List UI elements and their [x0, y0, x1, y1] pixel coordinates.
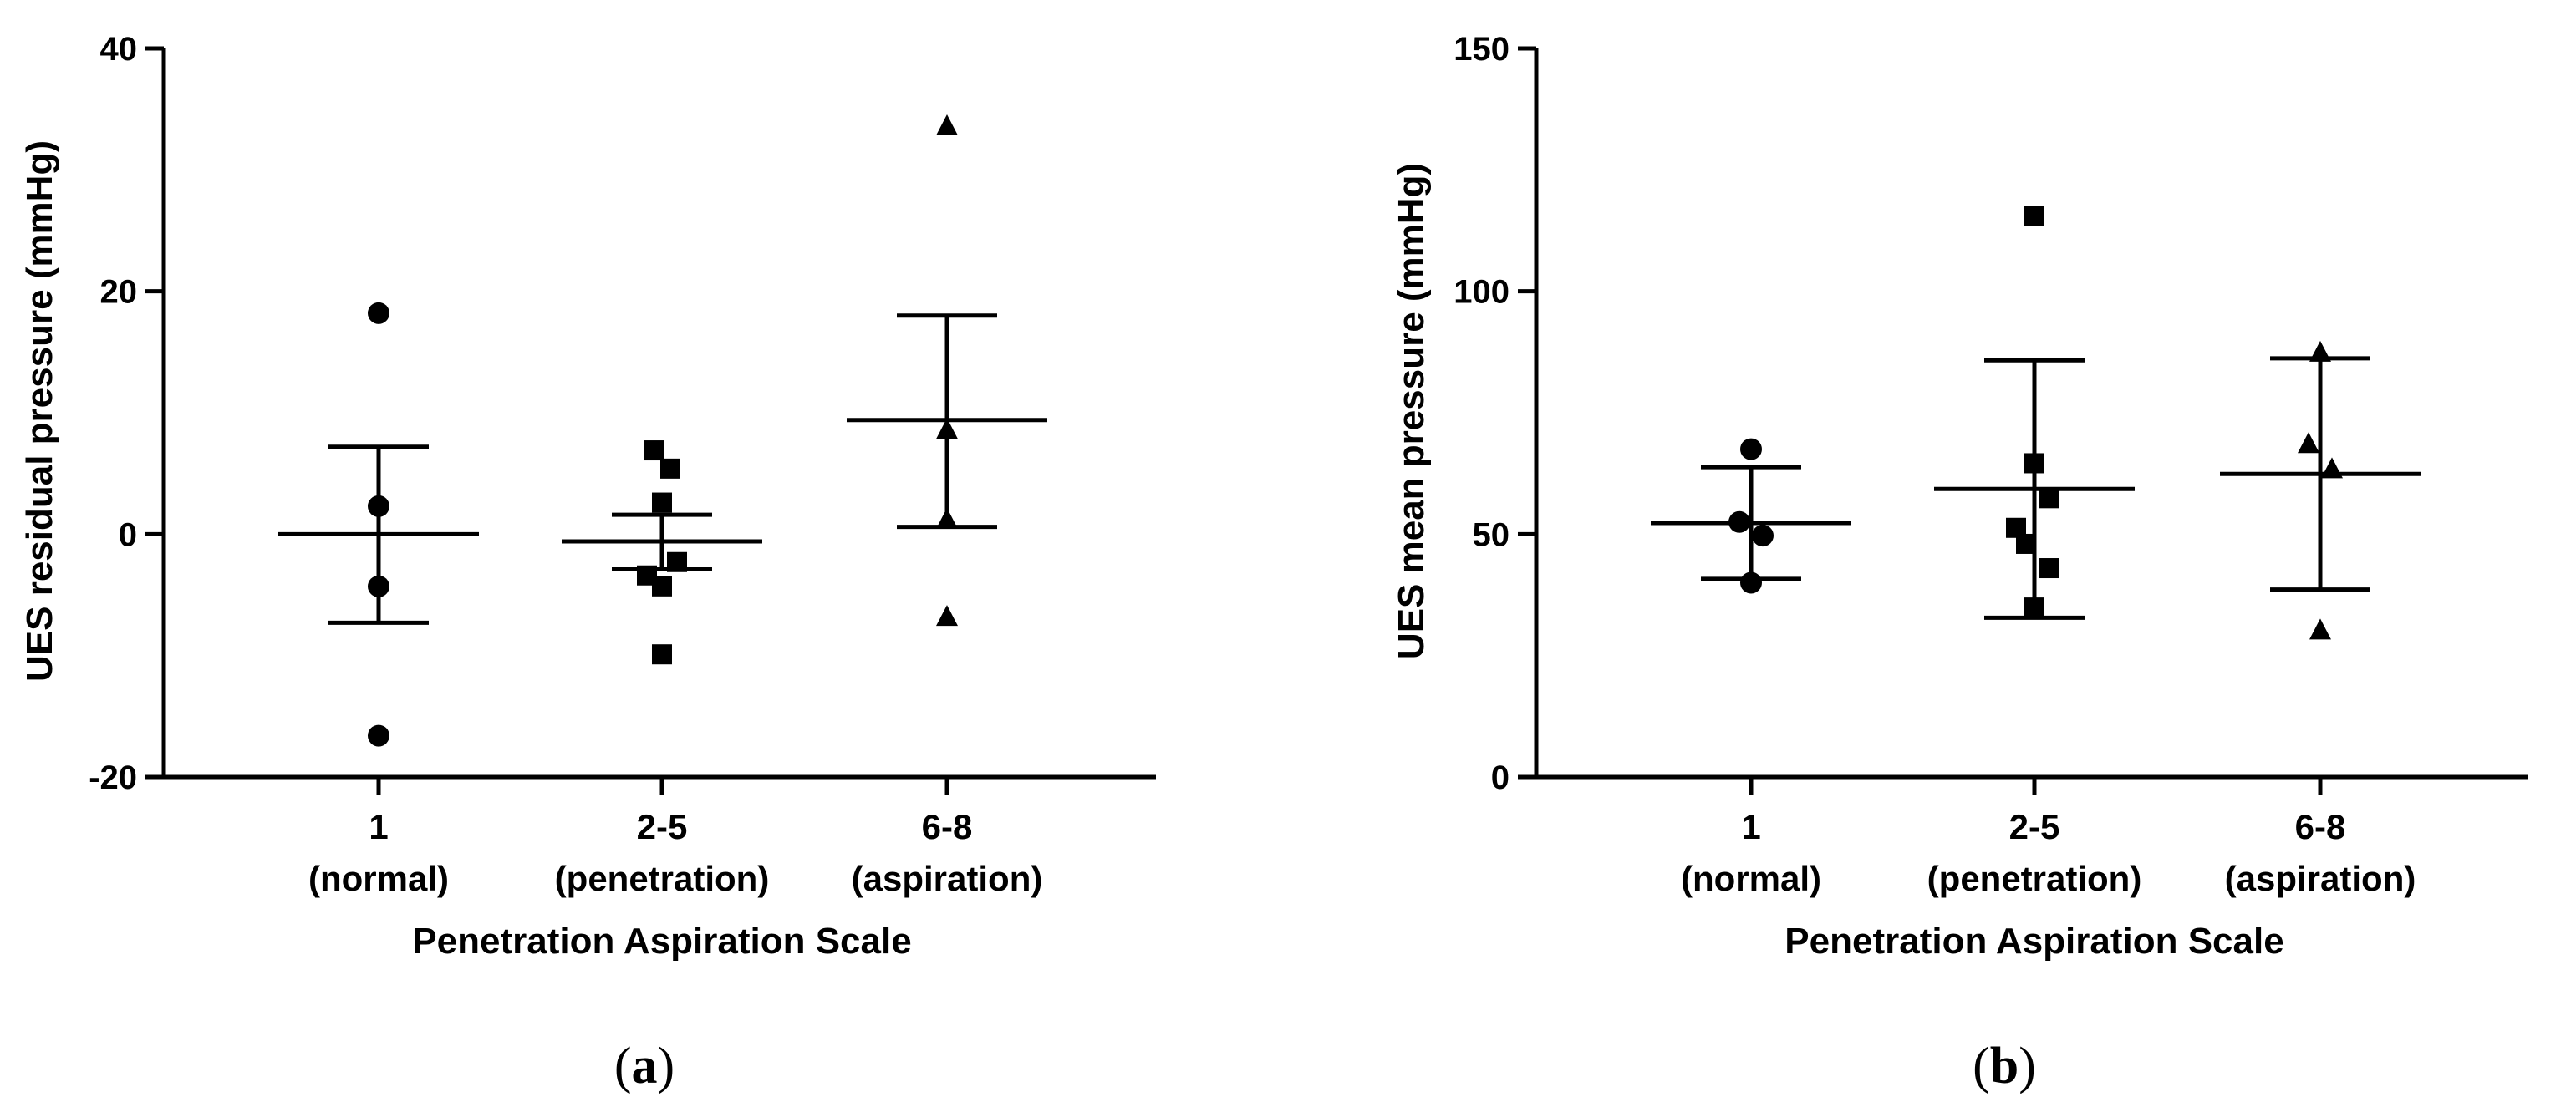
panel-b-category-labels: 1 (normal) 2-5 (penetration) 6-8 (aspiration): [1681, 807, 2416, 898]
panel-a-x-title: Penetration Aspiration Scale: [412, 921, 911, 962]
panel-a-point-square: [644, 440, 664, 461]
panel-a-category-description: (aspiration): [852, 859, 1043, 898]
panel-a-category-number: 6-8: [922, 807, 973, 846]
panel-b-point-square: [2039, 488, 2059, 509]
panel-b: 0 50 100 150 1 (normal) 2-5 (penetration) 6-8 (a…: [1391, 31, 2528, 1094]
panel-b-point-circle: [1740, 571, 1762, 594]
panel-b-point-circle: [1728, 510, 1750, 533]
panel-a-category-description: (penetration): [555, 859, 770, 898]
panel-a-point-square: [667, 551, 687, 572]
panel-b-y-title: UES mean pressure (mmHg): [1391, 163, 1432, 659]
panel-b-letter: b: [1990, 1038, 2019, 1094]
panel-b-y-ticks: 0 50 100 150: [1453, 31, 1536, 796]
panel-b-point-circle: [1740, 438, 1762, 460]
panel-b-point-square: [2016, 533, 2036, 554]
panel-a-point-circle: [368, 575, 389, 597]
panel-b-category-number: 6-8: [2295, 807, 2346, 846]
panel-a-category-number: 2-5: [637, 807, 688, 846]
panel-a-point-circle: [368, 724, 389, 747]
panel-a-point-circle: [368, 302, 389, 324]
panel-a-y-tick-label: 20: [100, 274, 138, 311]
panel-b-point-triangle: [2298, 432, 2319, 454]
panel-a-point-square: [660, 458, 680, 479]
panel-a: -20 0 20 40 1 (normal) 2-5 (penetration) 6-8 (as…: [19, 31, 1156, 1094]
panel-a-point-triangle: [936, 114, 958, 136]
panel-a-point-square: [652, 576, 672, 597]
panel-a-point-circle: [368, 495, 389, 517]
panel-a-point-square: [652, 644, 672, 665]
panel-a-y-title: UES residual pressure (mmHg): [19, 140, 60, 682]
panel-a-markers: [368, 114, 958, 747]
panel-b-category-description: (aspiration): [2225, 859, 2416, 898]
panel-a-y-tick-label: -20: [89, 759, 137, 796]
panel-b-x-title: Penetration Aspiration Scale: [1784, 921, 2283, 962]
panel-b-point-triangle: [2309, 340, 2331, 362]
panel-b-y-tick-label: 150: [1453, 31, 1509, 68]
panel-a-y-tick-label: 0: [119, 516, 137, 553]
panel-a-label: (a): [614, 1038, 675, 1094]
panel-b-markers: [1728, 206, 2343, 640]
panel-b-y-tick-label: 50: [1473, 516, 1510, 553]
panel-a-x-ticks: [376, 777, 949, 795]
panel-b-label: (b): [1973, 1038, 2036, 1094]
panel-b-point-triangle: [2321, 457, 2343, 479]
panel-b-point-square: [2024, 597, 2044, 618]
panel-b-category-description: (normal): [1681, 859, 1821, 898]
panel-b-point-triangle: [2309, 618, 2331, 640]
panel-a-y-tick-label: 40: [100, 31, 138, 68]
panel-a-point-triangle: [936, 507, 958, 529]
panel-b-point-square: [2024, 206, 2044, 226]
panel-b-x-ticks: [1749, 777, 2323, 795]
panel-a-letter: a: [632, 1038, 658, 1094]
panel-b-point-circle: [1752, 525, 1774, 547]
panel-b-y-tick-label: 100: [1453, 274, 1509, 311]
panel-a-point-triangle: [936, 605, 958, 627]
panel-b-stat-lines: [1651, 356, 2421, 620]
panel-b-category-number: 2-5: [2009, 807, 2060, 846]
panel-a-category-description: (normal): [308, 859, 449, 898]
panel-b-category-description: (penetration): [1927, 859, 2142, 898]
panel-b-y-tick-label: 0: [1491, 759, 1509, 796]
panel-b-point-square: [2039, 558, 2059, 579]
panel-a-point-square: [652, 492, 672, 513]
panel-a-y-ticks: -20 0 20 40: [89, 31, 164, 796]
panel-a-category-labels: 1 (normal) 2-5 (penetration) 6-8 (aspiration): [308, 807, 1042, 898]
panel-b-category-number: 1: [1741, 807, 1760, 846]
panel-a-point-triangle: [936, 418, 958, 439]
panel-b-point-square: [2024, 453, 2044, 474]
panel-a-category-number: 1: [369, 807, 388, 846]
